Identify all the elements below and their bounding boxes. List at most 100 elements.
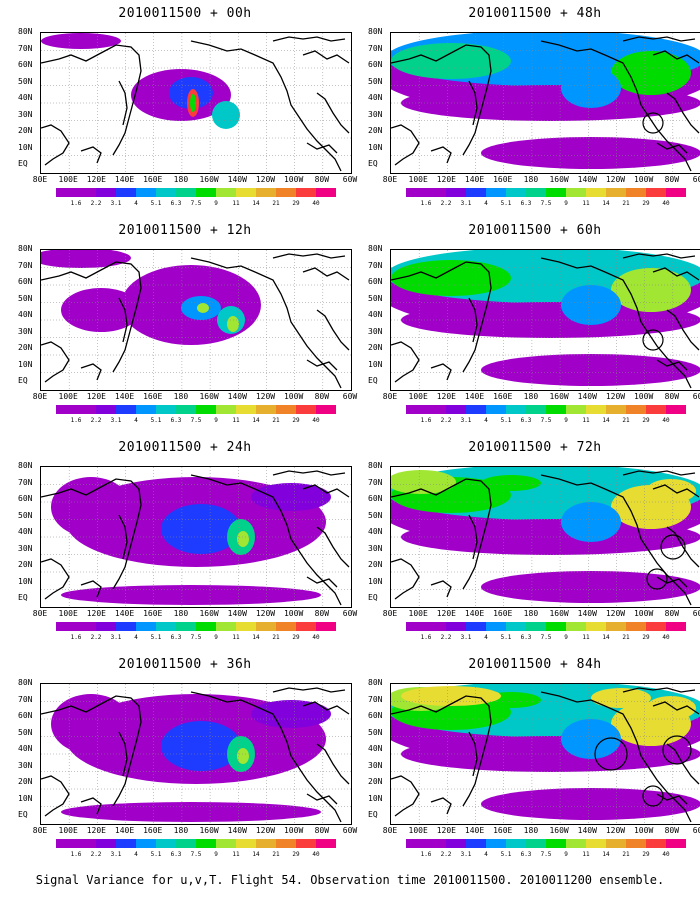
lon-tick-label: 100W	[283, 175, 304, 184]
observation-circle	[642, 112, 664, 134]
coastline	[656, 576, 688, 588]
colorbar-tick-label: 21	[272, 417, 280, 424]
colorbar-swatch	[136, 188, 156, 197]
map-svg	[41, 684, 351, 824]
colorbar-swatch	[586, 188, 606, 197]
colorbar-swatch	[96, 839, 116, 848]
coastline	[540, 691, 692, 823]
variance-contour-fill	[61, 585, 321, 605]
lat-tick-label: 10N	[18, 142, 33, 152]
colorbar-tick-label: 11	[232, 417, 240, 424]
colorbar-swatch	[526, 405, 546, 414]
lon-tick-label: 120W	[605, 609, 626, 618]
colorbar-tick-label: 7.5	[540, 851, 552, 858]
coastline	[622, 687, 696, 693]
colorbar-tick-label: 14	[602, 200, 610, 207]
colorbar-tick-label: 7.5	[190, 417, 202, 424]
colorbar-swatch	[276, 188, 296, 197]
map-svg	[41, 250, 351, 390]
panel-title: 2010011500 + 12h	[118, 223, 252, 238]
lat-tick-label: 20N	[368, 560, 383, 569]
colorbar-swatch	[96, 188, 116, 197]
lat-tick-label: 10N	[18, 793, 33, 803]
panel-title: 2010011500 + 60h	[468, 223, 602, 238]
colorbar-swatch	[56, 188, 76, 197]
coastline	[302, 50, 350, 64]
lon-tick-label: 180	[523, 826, 539, 835]
coastline	[118, 731, 128, 777]
coastline	[41, 44, 142, 156]
colorbar	[56, 405, 336, 414]
colorbar-tick-label: 6.3	[520, 417, 532, 424]
colorbar-tick-label: 9	[214, 417, 218, 424]
variance-contour-fill	[161, 504, 241, 554]
colorbar-tick-label: 21	[622, 634, 630, 641]
lon-tick-label: 80E	[382, 609, 398, 618]
lon-tick-label: 160W	[199, 392, 219, 401]
lon-tick-label: 140W	[577, 392, 597, 401]
lon-tick-label: 100E	[58, 392, 78, 401]
lat-tick-label: 70N	[368, 477, 383, 487]
variance-contour-fill	[646, 479, 696, 503]
coastline	[80, 580, 102, 598]
colorbar-tick-label: 40	[312, 200, 320, 207]
lon-tick-label: 160W	[199, 609, 219, 618]
colorbar-swatch	[276, 405, 296, 414]
coastline	[80, 146, 102, 164]
colorbar	[406, 188, 686, 197]
lat-tick-label: 50N	[18, 293, 33, 303]
colorbar-swatch	[116, 405, 136, 414]
lat-tick-label: 20N	[368, 126, 383, 135]
colorbar-swatch	[446, 188, 466, 197]
figure-caption: Signal Variance for u,v,T. Flight 54. Ob…	[35, 873, 665, 887]
lat-tick-label: 50N	[18, 76, 33, 86]
coastline	[302, 701, 350, 715]
colorbar-swatch	[626, 622, 646, 631]
colorbar-tick-label: 1.6	[70, 417, 82, 424]
coastline	[118, 80, 128, 126]
coastline	[666, 743, 700, 785]
colorbar-tick-label: 40	[312, 851, 320, 858]
colorbar-swatch	[506, 622, 526, 631]
lon-tick-label: 140W	[227, 392, 247, 401]
coastline	[468, 514, 478, 560]
colorbar-tick-label: 11	[232, 634, 240, 641]
colorbar-swatch	[426, 405, 446, 414]
coastline	[306, 142, 338, 154]
colorbar-swatch	[546, 188, 566, 197]
lat-tick-label: 10N	[18, 576, 33, 586]
colorbar-swatch	[486, 622, 506, 631]
colorbar-tick-label: 11	[232, 851, 240, 858]
map-svg	[391, 684, 700, 824]
forecast-panel: 2010011500 + 60h 80N 70N 60N 50N 40N 30N 20N 10N…	[368, 223, 700, 443]
coastline	[656, 142, 688, 154]
colorbar-swatch	[506, 188, 526, 197]
colorbar-tick-label: 7.5	[540, 417, 552, 424]
colorbar-tick-label: 11	[582, 634, 590, 641]
lat-tick-label: 70N	[368, 694, 383, 704]
colorbar-swatch	[256, 188, 276, 197]
colorbar-swatch	[626, 405, 646, 414]
lon-tick-label: 120W	[605, 392, 626, 401]
colorbar-tick-label: 40	[662, 634, 670, 641]
coastline	[80, 363, 102, 381]
lon-tick-label: 80W	[314, 609, 330, 618]
colorbar-swatch	[116, 839, 136, 848]
colorbar-swatch	[176, 839, 196, 848]
colorbar-swatch	[156, 188, 176, 197]
lat-tick-label: 60N	[18, 60, 33, 69]
colorbar-swatch	[406, 188, 426, 197]
coastline	[41, 124, 70, 166]
lon-tick-label: 60W	[692, 175, 700, 184]
colorbar-tick-label: 4	[484, 200, 488, 207]
coastline	[540, 257, 692, 389]
lat-tick-label: 80N	[18, 27, 33, 36]
colorbar-tick-label: 9	[564, 851, 568, 858]
lon-tick-label: 100E	[408, 392, 428, 401]
lat-tick-label: 50N	[18, 510, 33, 520]
colorbar-swatch	[296, 188, 316, 197]
coastline	[540, 40, 692, 172]
coastline	[190, 474, 342, 606]
lon-tick-label: 160E	[143, 609, 163, 618]
map-svg	[391, 250, 700, 390]
